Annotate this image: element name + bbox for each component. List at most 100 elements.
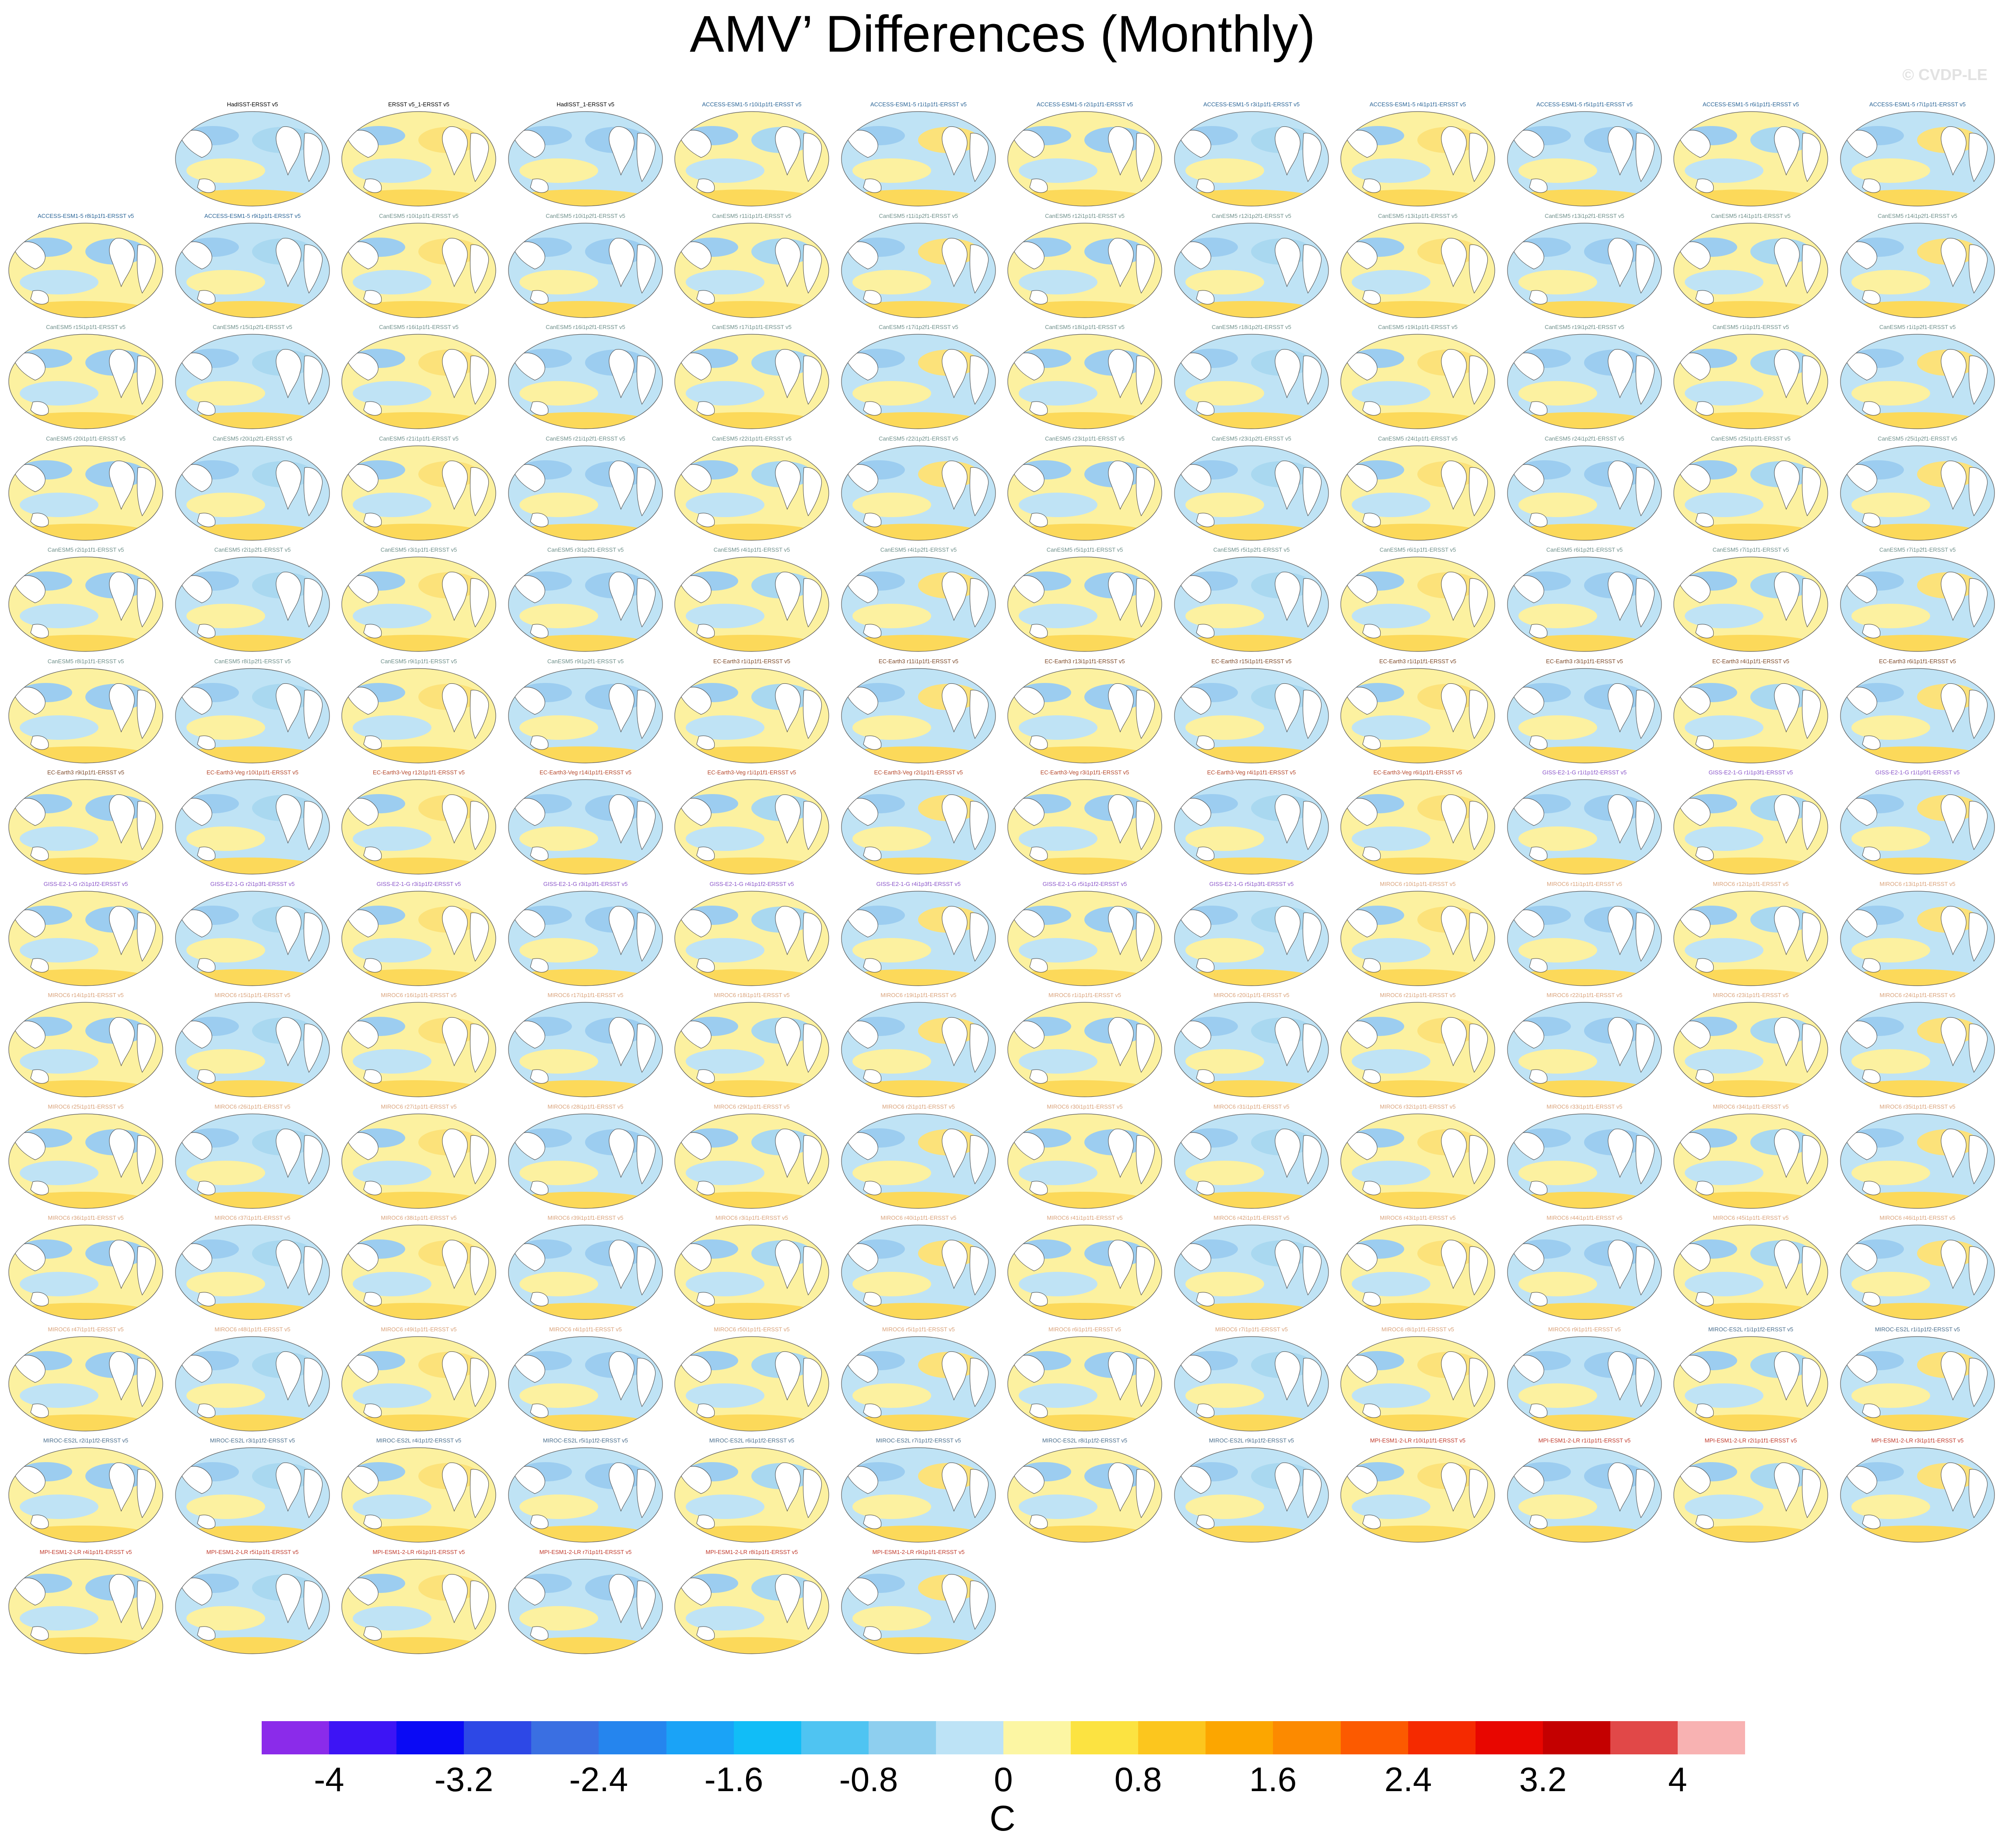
globe-map (1007, 668, 1162, 763)
globe-map (1507, 1336, 1662, 1432)
globe-map (1007, 334, 1162, 429)
panel-label: MPI-ESM1-2-LR r10i1p1f1-ERSST v5 (1370, 1437, 1465, 1444)
globe-map (8, 668, 163, 763)
globe-map (1507, 1113, 1662, 1209)
panel-label: MIROC6 r3i1p1f1-ERSST v5 (715, 1214, 788, 1221)
globe-map (841, 1559, 996, 1654)
panel-label: MIROC-ES2L r9i1p1f2-ERSST v5 (1209, 1437, 1294, 1444)
map-panel: CanESM5 r25i1p1f1-ERSST v5 (1672, 435, 1830, 544)
globe-map (674, 1447, 829, 1543)
map-panel: GISS-E2-1-G r4i1p3f1-ERSST v5 (839, 880, 998, 990)
panel-label: ACCESS-ESM1-5 r9i1p1f1-ERSST v5 (204, 213, 301, 219)
map-panel: MIROC-ES2L r2i1p1f2-ERSST v5 (7, 1437, 165, 1546)
panel-label: MIROC6 r9i1p1f1-ERSST v5 (1548, 1326, 1621, 1333)
page-title: AMV’ Differences (Monthly) (690, 5, 1315, 63)
map-panel: MIROC-ES2L r6i1p1f2-ERSST v5 (673, 1437, 831, 1546)
panel-label: CanESM5 r3i1p2f1-ERSST v5 (547, 546, 624, 553)
map-panel: GISS-E2-1-G r1i1p3f1-ERSST v5 (1672, 769, 1830, 878)
panel-label: CanESM5 r19i1p1f1-ERSST v5 (1378, 324, 1458, 330)
panel-label: MIROC6 r20i1p1f1-ERSST v5 (1213, 992, 1290, 998)
globe-map (1673, 111, 1828, 206)
panel-label: MIROC6 r44i1p1f1-ERSST v5 (1546, 1214, 1623, 1221)
map-panel: MIROC6 r19i1p1f1-ERSST v5 (839, 991, 998, 1101)
colorbar-box (1610, 1721, 1678, 1754)
globe-map (1007, 223, 1162, 318)
globe-map (1840, 1225, 1995, 1320)
globe-map (1174, 111, 1329, 206)
map-panel: CanESM5 r9i1p1f1-ERSST v5 (340, 658, 498, 767)
panel-label: MIROC6 r12i1p1f1-ERSST v5 (1713, 881, 1789, 887)
map-panel: MPI-ESM1-2-LR r1i1p1f1-ERSST v5 (1505, 1437, 1664, 1546)
globe-map (1340, 1002, 1495, 1097)
map-panel: CanESM5 r11i1p2f1-ERSST v5 (839, 212, 998, 322)
map-panel: EC-Earth3-Veg r10i1p1f1-ERSST v5 (173, 769, 332, 878)
panel-label: CanESM5 r25i1p1f1-ERSST v5 (1711, 435, 1791, 442)
panel-label: CanESM5 r16i1p2f1-ERSST v5 (546, 324, 625, 330)
map-panel: GISS-E2-1-G r1i1p5f1-ERSST v5 (1838, 769, 1997, 878)
globe-map (1673, 1447, 1828, 1543)
globe-map (674, 668, 829, 763)
globe-map (1840, 1336, 1995, 1432)
globe-map (175, 1225, 330, 1320)
panel-label: CanESM5 r8i1p1f1-ERSST v5 (47, 658, 124, 665)
map-panel: CanESM5 r4i1p2f1-ERSST v5 (839, 546, 998, 655)
colorbar-box (936, 1721, 1004, 1754)
colorbar-tick-label: -0.8 (839, 1760, 898, 1799)
globe-map (674, 334, 829, 429)
panel-label: MIROC6 r30i1p1f1-ERSST v5 (1047, 1103, 1123, 1110)
map-panel: ACCESS-ESM1-5 r4i1p1f1-ERSST v5 (1339, 101, 1497, 210)
panel-label: CanESM5 r23i1p1f1-ERSST v5 (1045, 435, 1125, 442)
map-panel: CanESM5 r18i1p2f1-ERSST v5 (1172, 323, 1331, 433)
globe-map (341, 1002, 496, 1097)
panel-label: CanESM5 r13i1p2f1-ERSST v5 (1545, 213, 1624, 219)
map-panel: CanESM5 r21i1p1f1-ERSST v5 (340, 435, 498, 544)
map-panel: GISS-E2-1-G r3i1p3f1-ERSST v5 (506, 880, 665, 990)
panel-label: EC-Earth3 r9i1p1f1-ERSST v5 (47, 769, 125, 776)
map-panel: CanESM5 r22i1p1f1-ERSST v5 (673, 435, 831, 544)
globe-map (8, 1336, 163, 1432)
map-panel: CanESM5 r20i1p1f1-ERSST v5 (7, 435, 165, 544)
map-panel: CanESM5 r15i1p1f1-ERSST v5 (7, 323, 165, 433)
panel-label: CanESM5 r14i1p2f1-ERSST v5 (1878, 213, 1957, 219)
map-panel: MIROC-ES2L r8i1p1f2-ERSST v5 (1006, 1437, 1164, 1546)
map-panel: GISS-E2-1-G r4i1p1f2-ERSST v5 (673, 880, 831, 990)
panel-label: MIROC6 r21i1p1f1-ERSST v5 (1380, 992, 1456, 998)
globe-map (841, 1113, 996, 1209)
panel-label: MPI-ESM1-2-LR r7i1p1f1-ERSST v5 (539, 1549, 632, 1555)
map-panel: MIROC6 r36i1p1f1-ERSST v5 (7, 1214, 165, 1323)
colorbar-box (531, 1721, 599, 1754)
panel-label: EC-Earth3-Veg r2i1p1f1-ERSST v5 (874, 769, 963, 776)
map-panel: CanESM5 r8i1p2f1-ERSST v5 (173, 658, 332, 767)
globe-map (674, 445, 829, 541)
map-panel: MPI-ESM1-2-LR r2i1p1f1-ERSST v5 (1672, 1437, 1830, 1546)
panel-label: MIROC-ES2L r3i1p1f2-ERSST v5 (210, 1437, 295, 1444)
map-panel: HadISST-ERSST v5 (173, 101, 332, 210)
globe-map (341, 334, 496, 429)
map-panel: MIROC6 r17i1p1f1-ERSST v5 (506, 991, 665, 1101)
map-panel: CanESM5 r6i1p2f1-ERSST v5 (1505, 546, 1664, 655)
map-panel: MPI-ESM1-2-LR r8i1p1f1-ERSST v5 (673, 1548, 831, 1658)
map-panel: CanESM5 r16i1p2f1-ERSST v5 (506, 323, 665, 433)
globe-map (8, 1002, 163, 1097)
globe-map (341, 1559, 496, 1654)
panel-label: GISS-E2-1-G r1i1p1f2-ERSST v5 (1542, 769, 1627, 776)
globe-map (1174, 334, 1329, 429)
colorbar-tick-label: -4 (314, 1760, 344, 1799)
globe-map (1507, 779, 1662, 875)
map-panel: CanESM5 r9i1p2f1-ERSST v5 (506, 658, 665, 767)
map-panel: GISS-E2-1-G r2i1p3f1-ERSST v5 (173, 880, 332, 990)
globe-map (1007, 779, 1162, 875)
globe-map (1007, 111, 1162, 206)
panel-label: MIROC-ES2L r1i1p1f2-ERSST v5 (1875, 1326, 1960, 1333)
globe-map (8, 556, 163, 652)
globe-map (674, 1002, 829, 1097)
colorbar-tick-label: 3.2 (1519, 1760, 1567, 1799)
globe-map (841, 111, 996, 206)
map-panel: ACCESS-ESM1-5 r5i1p1f1-ERSST v5 (1505, 101, 1664, 210)
map-panel: MIROC-ES2L r1i1p1f2-ERSST v5 (1672, 1326, 1830, 1435)
colorbar-box (1677, 1721, 1746, 1754)
colorbar-box (1138, 1721, 1206, 1754)
map-panel: MIROC6 r49i1p1f1-ERSST v5 (340, 1326, 498, 1435)
map-panel: MIROC6 r50i1p1f1-ERSST v5 (673, 1326, 831, 1435)
map-panel: EC-Earth3-Veg r1i1p1f1-ERSST v5 (673, 769, 831, 878)
